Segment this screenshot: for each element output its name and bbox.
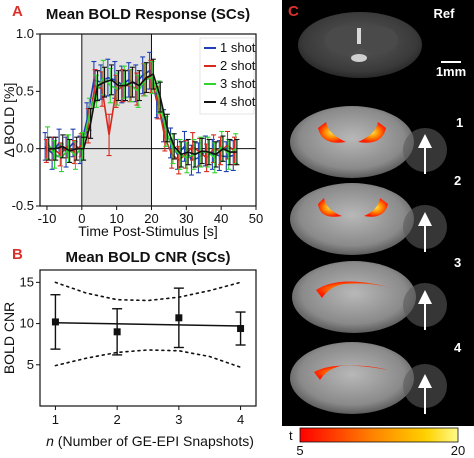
scale-bar-label: 1mm: [436, 64, 466, 79]
x-tick-label: 30: [179, 211, 193, 226]
stimulus-period-box: [81, 33, 152, 207]
x-tick-label: -10: [38, 211, 57, 226]
arrow-icon: [418, 290, 432, 304]
y-tick-label: 0.0: [16, 141, 34, 156]
y-tick-label: 1.0: [16, 26, 34, 41]
x-tick-label: 4: [237, 412, 244, 427]
colorbar-max: 20: [451, 443, 465, 458]
brain-slice: [290, 183, 414, 255]
panel-letter-c: C: [288, 3, 299, 20]
x-tick-label: 3: [175, 412, 182, 427]
reference-label: Ref: [434, 6, 456, 21]
colorbar: t 5 20: [289, 427, 465, 458]
slice-label-2: 2: [454, 173, 461, 188]
legend-label: 1 shot: [220, 40, 256, 55]
chart-a-title: Mean BOLD Response (SCs): [46, 6, 250, 23]
fit-line: [55, 322, 241, 327]
colorbar-label: t: [289, 428, 293, 443]
chart-b-ylabel: BOLD CNR: [1, 302, 17, 374]
panel-c: C Ref 1mm 1 2: [282, 0, 474, 458]
arrow-icon: [418, 134, 432, 148]
chart-b-plot: [50, 281, 246, 369]
mri-reference-image: Ref 1mm: [298, 6, 466, 79]
y-tick-label: 15: [20, 274, 34, 289]
colorbar-gradient: [299, 427, 459, 443]
slice-label-3: 3: [454, 255, 461, 270]
reference-hemisphere-left: [325, 26, 365, 54]
legend-label: 4 shot: [220, 94, 256, 109]
mri-slice-3: 3: [292, 255, 461, 333]
chart-b-xlabel-var: n: [46, 433, 54, 449]
mri-slice-2: 2: [290, 173, 461, 255]
chart-a-legend: 1 shot 2 shot 3 shot 4 shot: [199, 37, 256, 115]
y-tick-label: -0.5: [12, 198, 34, 213]
brain-slice: [290, 342, 414, 414]
data-point: [237, 325, 245, 333]
mri-slice-4: 4: [290, 340, 462, 414]
colorbar-min: 5: [296, 443, 303, 458]
activation-right: [364, 198, 388, 217]
panel-letter-b: B: [12, 246, 23, 263]
chart-a-frame: [39, 33, 257, 207]
data-point: [51, 318, 59, 326]
arrow-icon: [418, 212, 432, 226]
chart-b-frame: [39, 269, 257, 407]
confidence-upper: [54, 281, 242, 302]
reference-hemisphere-right: [358, 26, 398, 54]
activation-band: [316, 281, 392, 298]
series-1: [42, 51, 236, 176]
x-tick-label: 20: [144, 211, 158, 226]
panel-a: A Mean BOLD Response (SCs) -10 0 10 20 30 40 5…: [1, 3, 263, 239]
brain-slice: [292, 261, 416, 333]
legend-label: 2 shot: [220, 58, 256, 73]
chart-b-title: Mean BOLD CNR (SCs): [65, 249, 230, 266]
y-tick-label: 5: [27, 357, 34, 372]
legend-label: 3 shot: [220, 76, 256, 91]
confidence-lower: [54, 349, 242, 369]
activation-left: [318, 198, 342, 217]
activation-left: [318, 122, 346, 143]
x-tick-label: 0: [78, 211, 85, 226]
activation-right: [358, 122, 386, 143]
x-tick-label: 2: [114, 412, 121, 427]
slice-label-4: 4: [454, 340, 462, 355]
series-line: [48, 72, 237, 156]
arrow-icon: [418, 374, 432, 388]
panel-letter-a: A: [12, 3, 23, 20]
y-tick-label: 10: [20, 316, 34, 331]
panel-b: B Mean BOLD CNR (SCs) 1 2 3 4 5 10 15 n (Numbe…: [1, 246, 257, 449]
y-tick-label: 0.5: [16, 83, 34, 98]
data-point: [113, 328, 121, 336]
reference-ventricle: [351, 54, 367, 62]
chart-a-ticks: -10 0 10 20 30 40 50 -0.5 0.0 0.5 1.0: [12, 26, 264, 226]
chart-a-ylabel: Δ BOLD [%]: [1, 83, 17, 158]
mri-slice-1: 1: [290, 106, 463, 178]
x-tick-label: 40: [214, 211, 228, 226]
data-point: [175, 314, 183, 322]
chart-a-xlabel: Time Post-Stimulus [s]: [78, 223, 218, 239]
slice-label-1: 1: [456, 115, 463, 130]
chart-b-ticks: 1 2 3 4 5 10 15: [20, 274, 245, 427]
x-tick-label: 1: [52, 412, 59, 427]
brain-slice: [290, 106, 414, 178]
chart-b-xlabel-text: (Number of GE-EPI Snapshots): [58, 433, 254, 449]
chart-a-series: [42, 51, 240, 176]
chart-b-xlabel: n (Number of GE-EPI Snapshots): [46, 433, 254, 449]
reference-midline: [357, 28, 361, 44]
x-tick-label: 10: [109, 211, 123, 226]
series-4: [46, 58, 240, 168]
x-tick-label: 50: [249, 211, 263, 226]
